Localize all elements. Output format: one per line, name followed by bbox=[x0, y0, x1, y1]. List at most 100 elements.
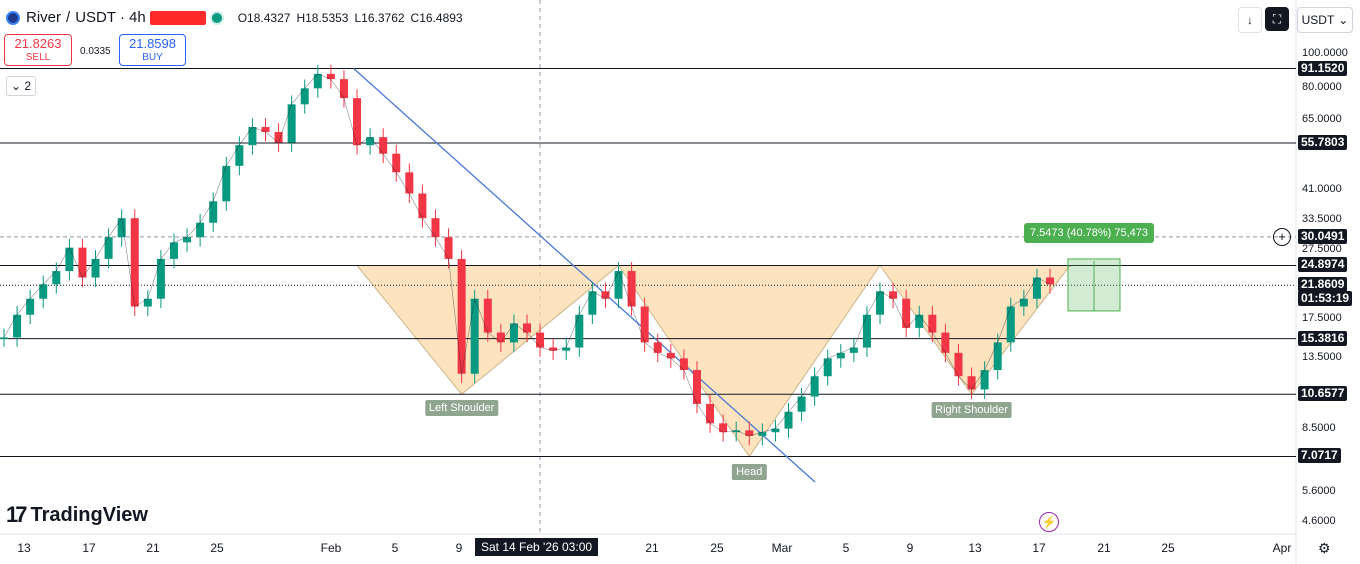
candle-body bbox=[26, 298, 35, 315]
candle-body bbox=[431, 218, 440, 238]
y-tick-label: 17.5000 bbox=[1302, 311, 1342, 324]
y-tick-label: 41.0000 bbox=[1302, 182, 1342, 195]
pattern-label: Left Shoulder bbox=[424, 400, 499, 417]
y-tick-label: 8.5000 bbox=[1302, 421, 1336, 434]
x-tick-label: 21 bbox=[146, 541, 160, 555]
coin-logo-icon bbox=[6, 10, 20, 25]
candle-body bbox=[1006, 306, 1015, 343]
candle-body bbox=[562, 347, 571, 351]
current-price-label: 21.8609 bbox=[1298, 277, 1348, 293]
candle-body bbox=[274, 131, 283, 143]
candle-body bbox=[575, 314, 584, 348]
candle-body bbox=[509, 323, 518, 343]
candle-body bbox=[836, 352, 845, 359]
y-tick-label: 4.6000 bbox=[1302, 514, 1336, 527]
candle-body bbox=[313, 73, 322, 89]
x-tick-label: 21 bbox=[645, 541, 659, 555]
quote-currency[interactable]: USDT bbox=[75, 9, 117, 26]
candle-body bbox=[457, 258, 466, 374]
candle-body bbox=[117, 218, 126, 238]
candle-body bbox=[13, 314, 22, 338]
candle-body bbox=[300, 88, 309, 105]
candle-body bbox=[993, 342, 1002, 371]
candle-body bbox=[954, 352, 963, 377]
candle-body bbox=[614, 271, 623, 299]
candle-body bbox=[653, 342, 662, 353]
sell-button[interactable]: 21.8263 SELL bbox=[4, 34, 72, 66]
x-tick-label: 25 bbox=[710, 541, 724, 555]
candle-body bbox=[980, 370, 989, 390]
candle-body bbox=[784, 411, 793, 429]
candle-body bbox=[601, 291, 610, 299]
lightning-icon[interactable]: ⚡ bbox=[1039, 512, 1059, 532]
candle-body bbox=[91, 258, 100, 278]
crosshair-time-label: Sat 14 Feb '26 03:00 bbox=[475, 538, 599, 556]
candle-body bbox=[65, 247, 74, 272]
candle-body bbox=[235, 145, 244, 166]
tradingview-mark-icon: 17 bbox=[6, 502, 28, 527]
candle-body bbox=[745, 430, 754, 436]
y-tick-label: 5.6000 bbox=[1302, 484, 1336, 497]
symbol-name[interactable]: River bbox=[26, 9, 62, 26]
tradingview-logo: 17 TradingView bbox=[6, 502, 148, 528]
x-tick-label: 5 bbox=[842, 541, 850, 555]
candle-body bbox=[169, 242, 178, 259]
candle-body bbox=[810, 376, 819, 397]
x-tick-label: 21 bbox=[1097, 541, 1111, 555]
candle-body bbox=[915, 314, 924, 328]
candle-body bbox=[366, 137, 375, 146]
ohlc-close: C16.4893 bbox=[410, 10, 463, 25]
candle-body bbox=[183, 237, 192, 243]
currency-select[interactable]: USDT ⌄ bbox=[1297, 7, 1353, 33]
candle-body bbox=[392, 153, 401, 173]
indicators-toggle[interactable]: ⌄ 2 bbox=[6, 76, 36, 96]
candle-body bbox=[588, 291, 597, 315]
x-tick-label: 17 bbox=[1032, 541, 1046, 555]
candle-body bbox=[104, 237, 113, 259]
candle-body bbox=[39, 284, 48, 299]
chevron-down-icon: ⌄ bbox=[10, 79, 22, 93]
candle-body bbox=[928, 314, 937, 333]
candle-body bbox=[797, 396, 806, 412]
candle-body bbox=[78, 247, 87, 278]
buy-button[interactable]: 21.8598 BUY bbox=[119, 34, 186, 66]
y-tick-label: 80.0000 bbox=[1302, 81, 1342, 94]
fullscreen-icon[interactable]: ⛶ bbox=[1265, 7, 1289, 31]
candle-body bbox=[889, 291, 898, 299]
gear-icon[interactable]: ⚙ bbox=[1318, 540, 1331, 556]
x-tick-label: 9 bbox=[906, 541, 914, 555]
x-tick-label: 25 bbox=[210, 541, 224, 555]
ohlc-open: O18.4327 bbox=[237, 10, 291, 25]
x-tick-label: 13 bbox=[968, 541, 982, 555]
indicators-count: 2 bbox=[24, 79, 32, 93]
level-label-1: 55.7803 bbox=[1298, 135, 1348, 151]
x-tick-label: Apr bbox=[1272, 541, 1292, 555]
buy-price: 21.8598 bbox=[129, 36, 176, 51]
candle-body bbox=[379, 137, 388, 154]
candle-body bbox=[418, 193, 427, 219]
countdown-label: 01:53:19 bbox=[1298, 291, 1353, 307]
candle-body bbox=[444, 237, 453, 259]
x-tick-label: 13 bbox=[17, 541, 31, 555]
candle-body bbox=[353, 98, 362, 146]
symbol-header[interactable]: River / USDT · 4h O18.4327 H18.5353 L16.… bbox=[6, 9, 463, 26]
candle-body bbox=[222, 165, 231, 202]
redaction-mark bbox=[149, 10, 206, 25]
x-tick-label: 17 bbox=[82, 541, 96, 555]
add-alert-icon[interactable]: + bbox=[1273, 228, 1291, 246]
price-path bbox=[3, 73, 1051, 437]
y-tick-label: 33.5000 bbox=[1302, 213, 1342, 226]
candle-body bbox=[941, 332, 950, 353]
symbol-separator: / bbox=[66, 9, 71, 26]
candle-body bbox=[326, 73, 335, 80]
candle-body bbox=[823, 358, 832, 377]
sell-label: SELL bbox=[25, 52, 51, 63]
candle-body bbox=[1019, 298, 1028, 307]
y-tick-label: 13.5000 bbox=[1302, 351, 1342, 364]
candle-body bbox=[849, 347, 858, 353]
x-tick-label: Feb bbox=[320, 541, 342, 555]
watermark-text: TradingView bbox=[30, 503, 148, 526]
interval-label[interactable]: 4h bbox=[129, 9, 146, 26]
arrow-down-icon[interactable]: ↓ bbox=[1238, 7, 1262, 33]
